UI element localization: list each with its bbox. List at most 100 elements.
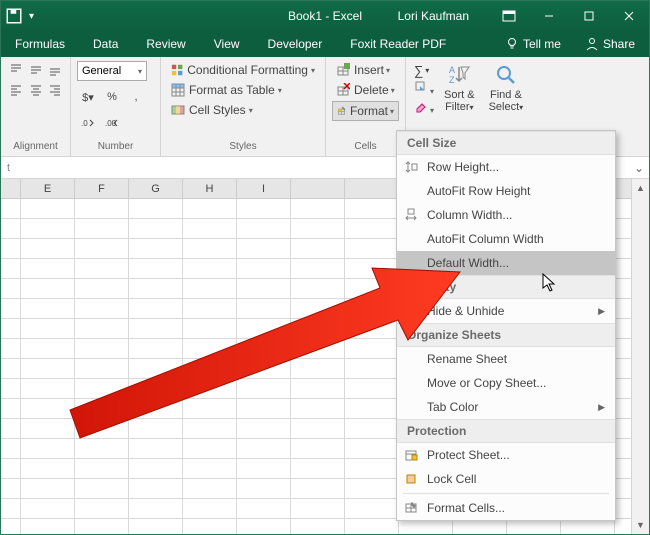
fill-button[interactable]: ▾ xyxy=(414,80,434,97)
scroll-up-button[interactable]: ▲ xyxy=(632,179,649,197)
comma-format-button[interactable]: , xyxy=(125,87,147,107)
styles-group-label: Styles xyxy=(167,139,319,154)
align-middle-button[interactable] xyxy=(27,61,45,79)
title-bar: ▾ Book1 - Excel Lori Kaufman xyxy=(1,1,649,31)
find-select-button[interactable]: Find & Select▾ xyxy=(483,61,530,139)
dd-format-cells[interactable]: Format Cells... xyxy=(397,496,615,520)
dd-section-organize: Organize Sheets xyxy=(397,323,615,347)
ribbon-display-options-icon[interactable] xyxy=(489,1,529,31)
cell-styles-icon xyxy=(171,103,185,117)
group-number: General ▾ $▾ % , .0 .00 Number xyxy=(71,57,161,156)
row-height-icon xyxy=(403,159,419,175)
sort-filter-icon: AZ xyxy=(447,63,471,87)
chevron-down-icon: ▾ xyxy=(138,67,142,76)
format-cells-icon xyxy=(403,500,419,516)
number-group-label: Number xyxy=(77,139,154,154)
formula-bar-expand-button[interactable]: ⌄ xyxy=(629,161,649,175)
dd-lock-cell[interactable]: Lock Cell xyxy=(397,467,615,491)
minimize-button[interactable] xyxy=(529,1,569,31)
col-header[interactable]: H xyxy=(183,179,237,198)
dd-section-visibility: Visibility xyxy=(397,275,615,299)
group-cells: Insert▾ Delete▾ Format▾ Cells xyxy=(326,57,406,156)
dd-protect-sheet[interactable]: Protect Sheet... xyxy=(397,443,615,467)
tell-me-label: Tell me xyxy=(523,37,561,51)
decrease-decimal-button[interactable]: .00 xyxy=(101,113,123,133)
col-header[interactable]: G xyxy=(129,179,183,198)
cell-styles-button[interactable]: Cell Styles▾ xyxy=(167,101,319,119)
share-label: Share xyxy=(603,37,635,51)
align-bottom-button[interactable] xyxy=(46,61,64,79)
ribbon-tabs: Formulas Data Review View Developer Foxi… xyxy=(1,31,649,57)
insert-button[interactable]: Insert▾ xyxy=(332,61,399,79)
col-header[interactable] xyxy=(345,179,399,198)
formula-text: t xyxy=(1,162,16,174)
autosum-button[interactable]: ∑▾ xyxy=(414,63,434,78)
group-styles: Conditional Formatting▾ Format as Table▾… xyxy=(161,57,326,156)
insert-icon xyxy=(336,63,350,77)
group-alignment: Alignment xyxy=(1,57,71,156)
alignment-group-label: Alignment xyxy=(7,139,64,154)
align-top-button[interactable] xyxy=(7,61,25,79)
dd-autofit-col[interactable]: AutoFit Column Width xyxy=(397,227,615,251)
maximize-button[interactable] xyxy=(569,1,609,31)
tell-me-box[interactable]: Tell me xyxy=(495,31,571,57)
dd-move-copy[interactable]: Move or Copy Sheet... xyxy=(397,371,615,395)
eraser-icon xyxy=(414,99,428,113)
tab-developer[interactable]: Developer xyxy=(254,31,337,57)
dd-column-width[interactable]: Column Width... xyxy=(397,203,615,227)
clear-button[interactable]: ▾ xyxy=(414,99,434,116)
fill-icon xyxy=(414,80,428,94)
cells-group-label: Cells xyxy=(332,139,399,154)
dd-hide-unhide[interactable]: Hide & Unhide▶ xyxy=(397,299,615,323)
format-dropdown-menu: Cell Size Row Height... AutoFit Row Heig… xyxy=(396,130,616,521)
tab-view[interactable]: View xyxy=(200,31,254,57)
dd-autofit-row[interactable]: AutoFit Row Height xyxy=(397,179,615,203)
align-left-button[interactable] xyxy=(7,81,25,99)
conditional-formatting-button[interactable]: Conditional Formatting▾ xyxy=(167,61,319,79)
share-button[interactable]: Share xyxy=(571,31,649,57)
col-header[interactable]: I xyxy=(237,179,291,198)
dd-default-width[interactable]: Default Width... xyxy=(397,251,615,275)
mouse-cursor-icon xyxy=(542,273,558,293)
delete-button[interactable]: Delete▾ xyxy=(332,81,399,99)
vertical-scrollbar[interactable]: ▲ ▼ xyxy=(631,179,649,534)
col-header[interactable] xyxy=(291,179,345,198)
dd-separator xyxy=(403,493,609,494)
save-icon[interactable] xyxy=(5,7,23,25)
lightbulb-icon xyxy=(505,37,519,51)
person-icon xyxy=(585,37,599,51)
align-center-button[interactable] xyxy=(27,81,45,99)
dd-row-height[interactable]: Row Height... xyxy=(397,155,615,179)
format-as-table-button[interactable]: Format as Table▾ xyxy=(167,81,319,99)
table-icon xyxy=(171,83,185,97)
svg-text:Z: Z xyxy=(449,75,455,85)
qat-more-icon[interactable]: ▾ xyxy=(29,11,34,22)
dd-rename-sheet[interactable]: Rename Sheet xyxy=(397,347,615,371)
window-controls xyxy=(529,1,649,31)
tab-formulas[interactable]: Formulas xyxy=(1,31,79,57)
submenu-arrow-icon: ▶ xyxy=(598,402,605,413)
lock-cell-icon xyxy=(403,471,419,487)
magnifier-icon xyxy=(494,63,518,87)
format-icon xyxy=(337,104,346,118)
close-button[interactable] xyxy=(609,1,649,31)
percent-format-button[interactable]: % xyxy=(101,87,123,107)
sort-filter-button[interactable]: AZ Sort & Filter▾ xyxy=(438,61,481,139)
protect-sheet-icon xyxy=(403,447,419,463)
tab-review[interactable]: Review xyxy=(132,31,199,57)
col-header[interactable]: F xyxy=(75,179,129,198)
increase-decimal-button[interactable]: .0 xyxy=(77,113,99,133)
align-right-button[interactable] xyxy=(46,81,64,99)
svg-text:.0: .0 xyxy=(81,119,88,128)
number-format-select[interactable]: General ▾ xyxy=(77,61,147,81)
col-header[interactable]: E xyxy=(21,179,75,198)
cond-fmt-icon xyxy=(171,63,183,77)
format-button[interactable]: Format▾ xyxy=(332,101,399,121)
tab-data[interactable]: Data xyxy=(79,31,132,57)
delete-icon xyxy=(336,83,350,97)
user-name: Lori Kaufman xyxy=(398,9,469,23)
tab-foxit[interactable]: Foxit Reader PDF xyxy=(336,31,460,57)
accounting-format-button[interactable]: $▾ xyxy=(77,87,99,107)
dd-tab-color[interactable]: Tab Color▶ xyxy=(397,395,615,419)
scroll-down-button[interactable]: ▼ xyxy=(632,516,649,534)
